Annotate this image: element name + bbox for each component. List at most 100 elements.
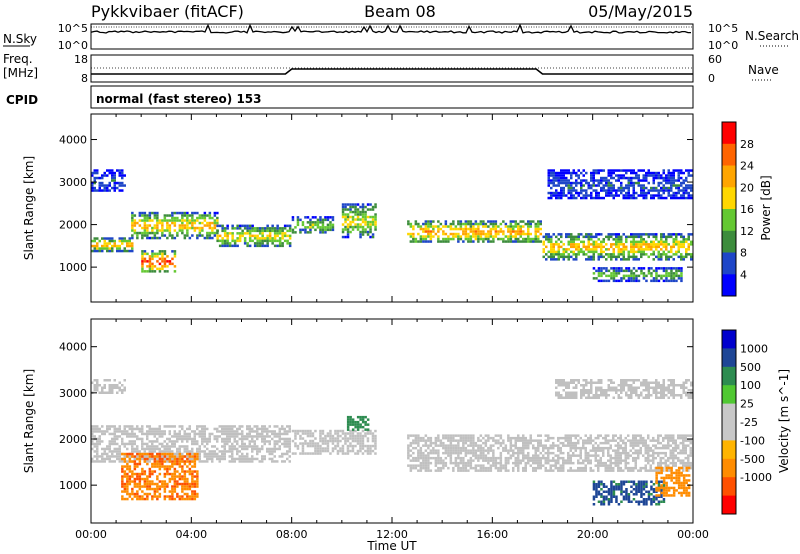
scatter-cell xyxy=(246,229,249,233)
scatter-cell xyxy=(632,253,635,256)
scatter-cell xyxy=(677,456,680,460)
scatter-cell xyxy=(642,274,646,278)
scatter-cell xyxy=(602,441,605,445)
scatter-cell xyxy=(181,482,184,486)
scatter-cell xyxy=(93,169,96,172)
scatter-cell xyxy=(151,482,154,486)
scatter-cell xyxy=(138,462,142,466)
scatter-cell xyxy=(138,487,142,491)
scatter-cell xyxy=(246,457,249,461)
scatter-cell xyxy=(464,232,468,236)
scatter-cell xyxy=(487,459,490,462)
scatter-cell xyxy=(610,194,613,197)
scatter-cell xyxy=(580,181,583,185)
scatter-cell xyxy=(101,181,104,185)
scatter-cell xyxy=(91,430,94,433)
scatter-cell xyxy=(281,244,284,248)
scatter-cell xyxy=(585,194,588,197)
scatter-cell xyxy=(667,267,671,270)
scatter-cell xyxy=(98,181,101,185)
scatter-cell xyxy=(221,445,224,448)
scatter-cell xyxy=(550,171,553,175)
scatter-cell xyxy=(427,230,430,233)
scatter-cell xyxy=(679,451,682,455)
scatter-cell xyxy=(188,452,192,456)
scatter-cell xyxy=(374,205,377,209)
scatter-cell xyxy=(677,186,680,190)
scatter-cell xyxy=(562,459,565,462)
scatter-cell xyxy=(635,493,638,496)
scatter-cell xyxy=(424,441,428,445)
scatter-cell xyxy=(660,181,663,185)
scatter-cell xyxy=(579,456,582,460)
scatter-cell xyxy=(639,439,642,442)
scatter-cell xyxy=(567,248,570,251)
scatter-cell xyxy=(612,238,615,241)
scatter-cell xyxy=(627,279,631,283)
scatter-cell xyxy=(163,487,167,491)
scatter-cell xyxy=(198,447,201,451)
scatter-cell xyxy=(346,437,350,440)
scatter-cell xyxy=(369,235,372,239)
scatter-cell xyxy=(171,221,174,225)
scatter-cell xyxy=(113,442,116,446)
scatter-cell xyxy=(238,234,242,238)
scatter-cell xyxy=(407,444,410,447)
scatter-cell xyxy=(569,461,572,465)
scatter-cell xyxy=(123,239,126,243)
scatter-cell xyxy=(158,435,161,438)
scatter-cell xyxy=(153,224,157,227)
scatter-cell xyxy=(615,279,618,283)
scatter-cell xyxy=(121,470,124,473)
scatter-cell xyxy=(138,480,142,483)
scatter-cell xyxy=(645,176,648,180)
scatter-cell xyxy=(444,464,448,467)
scatter-cell xyxy=(361,225,365,229)
scatter-cell xyxy=(452,466,455,470)
scatter-cell xyxy=(542,449,545,452)
scatter-cell xyxy=(148,447,151,451)
scatter-cell xyxy=(151,472,154,476)
scatter-cell xyxy=(675,267,678,270)
scatter-cell xyxy=(677,189,680,192)
scatter-cell xyxy=(684,446,687,450)
scatter-cell xyxy=(690,194,693,197)
scatter-cell xyxy=(281,227,284,230)
scatter-cell xyxy=(203,450,206,453)
scatter-cell xyxy=(577,174,580,177)
scatter-cell xyxy=(577,181,580,185)
scatter-cell xyxy=(482,220,485,223)
scatter-cell xyxy=(632,194,635,197)
scatter-cell xyxy=(442,232,445,236)
scatter-cell xyxy=(248,460,251,463)
scatter-cell xyxy=(462,459,465,462)
scatter-cell xyxy=(544,444,547,447)
scatter-cell xyxy=(359,425,362,429)
scatter-cell xyxy=(477,469,480,472)
scatter-cell xyxy=(136,447,139,451)
scatter-cell xyxy=(557,196,560,200)
scatter-cell xyxy=(121,467,124,471)
scatter-cell xyxy=(354,439,357,443)
scatter-cell xyxy=(98,247,101,250)
scatter-cell xyxy=(632,459,635,462)
scatter-cell xyxy=(131,440,134,443)
scatter-cell xyxy=(424,225,428,228)
scatter-cell xyxy=(121,189,124,192)
scatter-cell xyxy=(183,226,187,230)
scatter-cell xyxy=(188,226,192,230)
scatter-cell xyxy=(181,490,184,493)
scatter-cell xyxy=(263,437,266,441)
scatter-cell xyxy=(258,435,261,438)
scatter-cell xyxy=(101,425,104,428)
scatter-cell xyxy=(143,472,147,476)
scatter-cell xyxy=(171,262,174,266)
scatter-cell xyxy=(236,430,239,433)
scatter-cell xyxy=(314,429,317,433)
scatter-cell xyxy=(657,279,661,283)
scatter-cell xyxy=(191,455,194,458)
scatter-cell xyxy=(552,446,555,450)
scatter-cell xyxy=(642,196,645,200)
scatter-cell xyxy=(675,184,678,187)
scatter-cell xyxy=(567,181,570,185)
